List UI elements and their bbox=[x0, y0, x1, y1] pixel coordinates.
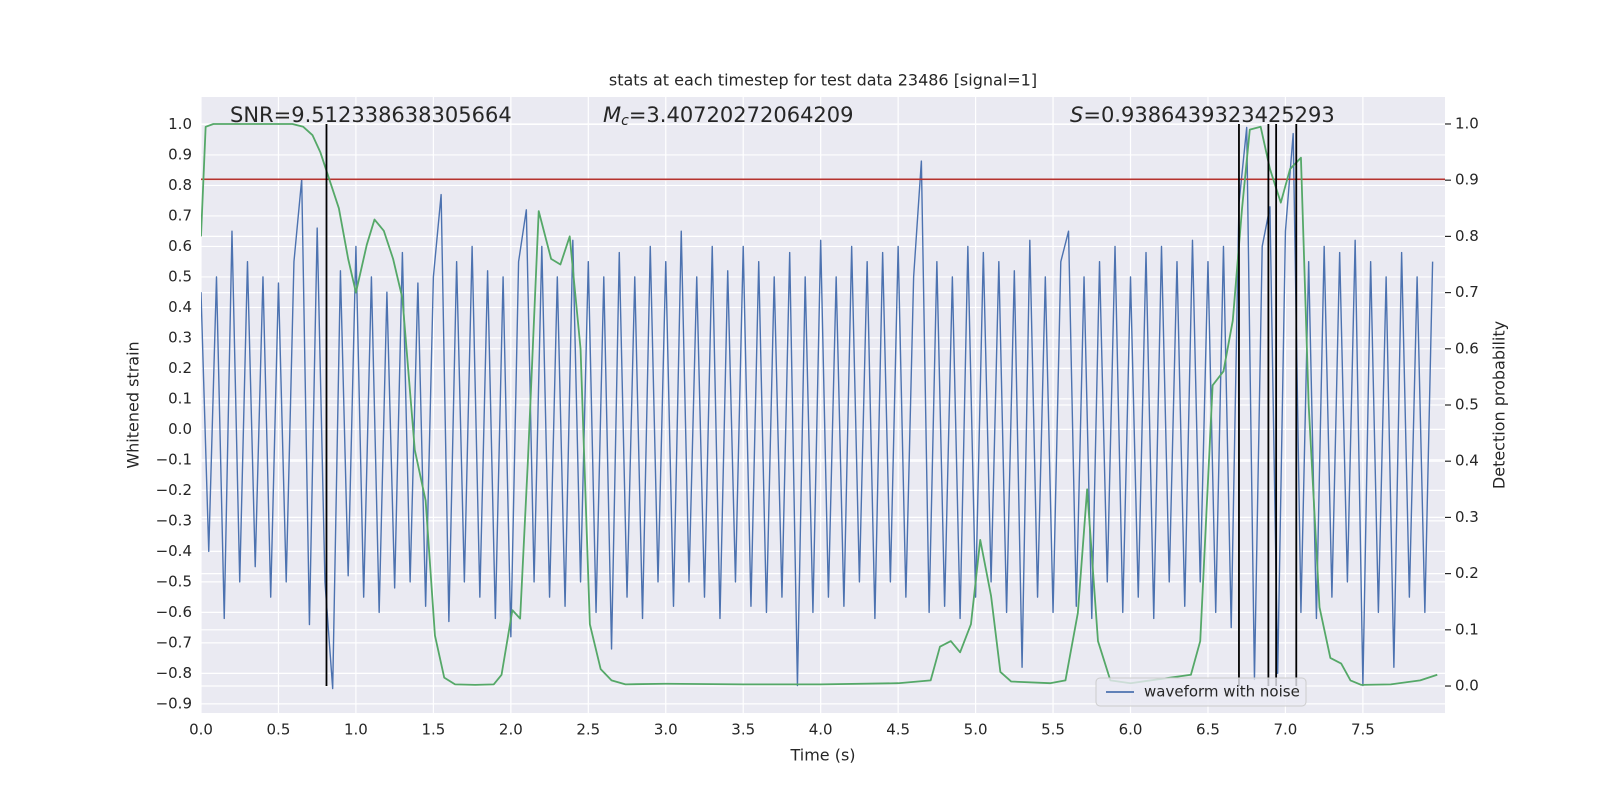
annotation: Mc=3.40720272064209 bbox=[603, 103, 854, 129]
annotation-subscript: c bbox=[621, 113, 629, 129]
y-tick-label: 0.0 bbox=[168, 420, 192, 438]
y-tick-label: 0.7 bbox=[168, 206, 192, 224]
y2-tick-label: 0.9 bbox=[1455, 171, 1479, 189]
y-tick-label: −0.3 bbox=[156, 511, 192, 529]
x-tick-label: 2.0 bbox=[499, 721, 523, 739]
x-tick-label: 0.0 bbox=[189, 721, 213, 739]
y2-tick-label: 0.0 bbox=[1455, 677, 1479, 695]
annotation: SNR=9.512338638305664 bbox=[230, 103, 512, 127]
x-axis-label: Time (s) bbox=[789, 746, 855, 765]
y-axis-label: Whitened strain bbox=[124, 341, 143, 468]
y-tick-label: −0.4 bbox=[156, 542, 192, 560]
y-tick-label: −0.7 bbox=[156, 633, 192, 651]
y2-tick-label: 0.8 bbox=[1455, 227, 1479, 245]
y-tick-label: 0.4 bbox=[168, 298, 192, 316]
y-tick-label: −0.9 bbox=[156, 694, 192, 712]
x-tick-label: 0.5 bbox=[267, 721, 291, 739]
y2-tick-label: 0.5 bbox=[1455, 396, 1479, 414]
y-tick-label: 0.5 bbox=[168, 267, 192, 285]
y-tick-label: 0.9 bbox=[168, 145, 192, 163]
y-tick-label: −0.8 bbox=[156, 664, 192, 682]
x-tick-label: 7.5 bbox=[1351, 721, 1375, 739]
x-tick-label: 6.0 bbox=[1119, 721, 1143, 739]
y2-tick-label: 0.2 bbox=[1455, 564, 1479, 582]
x-tick-label: 4.5 bbox=[886, 721, 910, 739]
x-tick-label: 3.5 bbox=[731, 721, 755, 739]
y2-axis-label: Detection probability bbox=[1490, 321, 1509, 489]
legend-box bbox=[1095, 677, 1307, 707]
y-tick-label: 0.1 bbox=[168, 389, 192, 407]
x-tick-label: 5.0 bbox=[964, 721, 988, 739]
x-tick-label: 7.0 bbox=[1274, 721, 1298, 739]
y-tick-label: −0.1 bbox=[156, 450, 192, 468]
y2-tick-label: 0.3 bbox=[1455, 508, 1479, 526]
legend-label: waveform with noise bbox=[1144, 683, 1300, 701]
y2-tick-label: 1.0 bbox=[1455, 114, 1479, 132]
probability-line bbox=[201, 123, 1438, 686]
x-tick-label: 4.0 bbox=[809, 721, 833, 739]
x-tick-label: 6.5 bbox=[1196, 721, 1220, 739]
x-tick-label: 1.5 bbox=[421, 721, 445, 739]
annotation-text: =0.9386439323425293 bbox=[1083, 103, 1334, 127]
y2-tick-label: 0.6 bbox=[1455, 339, 1479, 357]
annotation-text: =3.40720272064209 bbox=[629, 103, 854, 127]
y-tick-label: 0.6 bbox=[168, 237, 192, 255]
y-tick-label: 1.0 bbox=[168, 115, 192, 133]
annotation-text: SNR=9.512338638305664 bbox=[230, 103, 512, 127]
annotation-symbol: M bbox=[603, 103, 621, 127]
y-tick-label: 0.2 bbox=[168, 359, 192, 377]
y2-tick-label: 0.7 bbox=[1455, 283, 1479, 301]
y2-tick-label: 0.1 bbox=[1455, 620, 1479, 638]
x-tick-label: 5.5 bbox=[1041, 721, 1065, 739]
y-tick-label: −0.2 bbox=[156, 481, 192, 499]
y-tick-label: −0.6 bbox=[156, 603, 192, 621]
annotation-symbol: S bbox=[1070, 103, 1083, 127]
waveform-line bbox=[201, 126, 1434, 690]
y-tick-label: −0.5 bbox=[156, 572, 192, 590]
chart-title: stats at each timestep for test data 234… bbox=[609, 71, 1037, 90]
x-tick-label: 1.0 bbox=[344, 721, 368, 739]
y-tick-label: 0.3 bbox=[168, 328, 192, 346]
y-tick-label: 0.8 bbox=[168, 176, 192, 194]
x-tick-label: 3.0 bbox=[654, 721, 678, 739]
plot-area bbox=[201, 123, 1445, 690]
x-tick-label: 2.5 bbox=[576, 721, 600, 739]
annotation: S=0.9386439323425293 bbox=[1070, 103, 1335, 127]
y2-tick-label: 0.4 bbox=[1455, 452, 1479, 470]
